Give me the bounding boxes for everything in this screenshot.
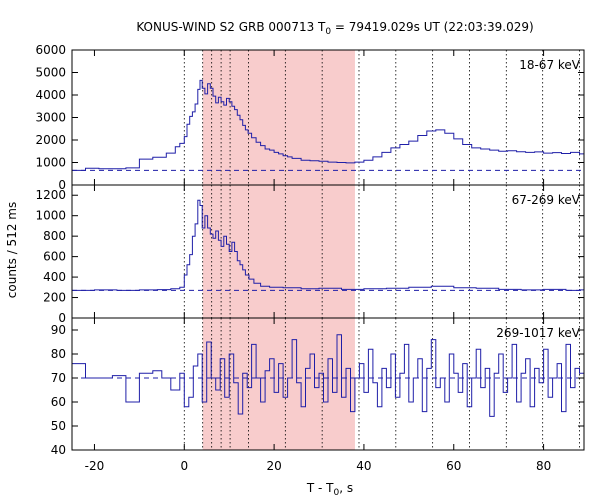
y-tick-label: 6000 (35, 43, 66, 57)
panel-energy-label: 67-269 keV (512, 193, 581, 207)
y-axis-label: counts / 512 ms (5, 202, 19, 298)
x-axis-label-subscript: 0 (334, 488, 340, 498)
chart-title-subscript: 0 (325, 27, 331, 37)
panel-3: 40 50 60 70 80 90 269-1017 keV (51, 317, 585, 457)
x-tick-label: 80 (536, 459, 551, 473)
y-tick-label: 600 (43, 250, 66, 264)
panel-frame (71, 317, 585, 451)
y-tick-label: 60 (51, 395, 66, 409)
chart-title-post: = 79419.029s UT (22:03:39.029) (331, 20, 534, 34)
y-tick-label: 5000 (35, 66, 66, 80)
x-tick-label: 40 (356, 459, 371, 473)
series-line (72, 79, 584, 171)
y-tick-label: 50 (51, 419, 66, 433)
y-tick-label: 1200 (35, 188, 66, 202)
series-line (72, 199, 584, 291)
panel-2: 0 200 400 600 800 1000 1200 67-269 keV (35, 184, 585, 325)
x-tick-label: -20 (85, 459, 105, 473)
y-tick-label: 0 (58, 178, 66, 192)
x-axis-label-post: , s (339, 481, 353, 495)
y-tick-label: 1000 (35, 156, 66, 170)
y-tick-label: 90 (51, 323, 66, 337)
chart-title-pre: KONUS-WIND S2 GRB 000713 T (136, 20, 326, 34)
x-axis-label: T - T0, s (306, 481, 353, 498)
y-tick-label: 2000 (35, 133, 66, 147)
y-tick-label: 200 (43, 291, 66, 305)
y-tick-label: 4000 (35, 88, 66, 102)
y-tick-label: 0 (58, 311, 66, 325)
shaded-interval (202, 185, 355, 318)
panel-energy-label: 269-1017 keV (496, 326, 580, 340)
x-tick-label: 20 (266, 459, 281, 473)
y-tick-label: 3000 (35, 111, 66, 125)
series-line (72, 334, 584, 417)
shaded-interval (202, 50, 355, 185)
y-tick-label: 1000 (35, 209, 66, 223)
y-tick-label: 70 (51, 371, 66, 385)
x-tick-label: 0 (180, 459, 188, 473)
panel-1: 0 1000 2000 3000 4000 5000 6000 18-67 keV (35, 43, 585, 192)
y-tick-label: 800 (43, 229, 66, 243)
y-tick-label: 80 (51, 347, 66, 361)
y-tick-label: 400 (43, 270, 66, 284)
panel-energy-label: 18-67 keV (519, 58, 581, 72)
y-tick-label: 40 (51, 443, 66, 457)
x-axis-label-pre: T - T (306, 481, 334, 495)
chart-title: KONUS-WIND S2 GRB 000713 T0 = 79419.029s… (136, 20, 533, 37)
x-tick-label: 60 (446, 459, 461, 473)
